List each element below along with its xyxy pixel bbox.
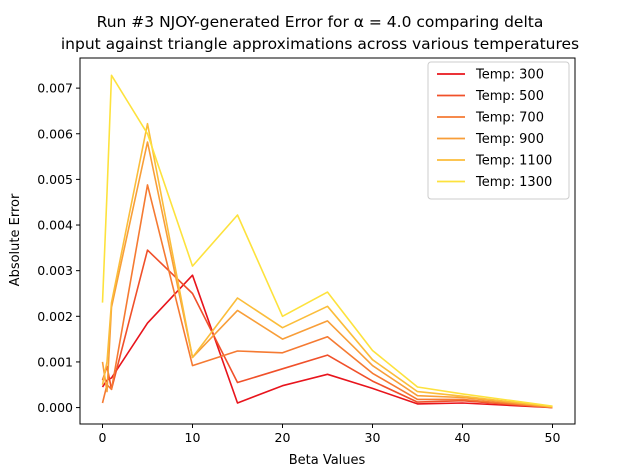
plot-frame [79, 57, 576, 425]
series-line-4 [101, 122, 553, 408]
series-line-2 [101, 184, 553, 409]
y-tick-label: 0.004 [37, 218, 73, 233]
x-tick-label: 40 [455, 430, 471, 445]
y-tick-label: 0.007 [37, 81, 73, 96]
legend-label: Temp: 300 [475, 68, 544, 83]
y-tick-label: 0.005 [37, 172, 73, 187]
chart-title-line-1: Run #3 NJOY-generated Error for α = 4.0 … [97, 13, 544, 31]
legend-label: Temp: 1100 [475, 154, 552, 169]
x-tick-label: 0 [99, 430, 107, 445]
legend: Temp: 300 Temp: 500 Temp: 700 Temp: 900 Temp… [427, 61, 570, 200]
y-tick-label: 0.002 [37, 309, 73, 324]
y-tick-label: 0.003 [37, 263, 73, 278]
x-tick-label: 30 [365, 430, 381, 445]
x-tick-label: 50 [545, 430, 561, 445]
y-tick-label: 0.006 [37, 126, 73, 141]
x-tick-label: 10 [185, 430, 201, 445]
y-axis: 0.000 0.001 0.002 0.003 0.004 0.005 0.006 0.007 [37, 81, 80, 415]
legend-label: Temp: 700 [475, 111, 544, 126]
legend-label: Temp: 500 [475, 89, 544, 104]
y-tick-label: 0.001 [37, 354, 73, 369]
y-axis-label: Absolute Error [8, 193, 23, 286]
series-line-0 [101, 274, 553, 409]
legend-label: Temp: 900 [475, 132, 544, 147]
y-tick-label: 0.000 [37, 400, 73, 415]
x-axis: 0 10 20 30 40 50 [99, 424, 561, 445]
chart-title-line-2: input against triangle approximations ac… [61, 35, 579, 53]
series-line-5 [101, 74, 553, 407]
x-tick-label: 20 [275, 430, 291, 445]
x-axis-label: Beta Values [289, 453, 366, 468]
legend-label: Temp: 1300 [475, 175, 552, 190]
series-group [101, 74, 553, 409]
series-line-1 [101, 249, 553, 409]
